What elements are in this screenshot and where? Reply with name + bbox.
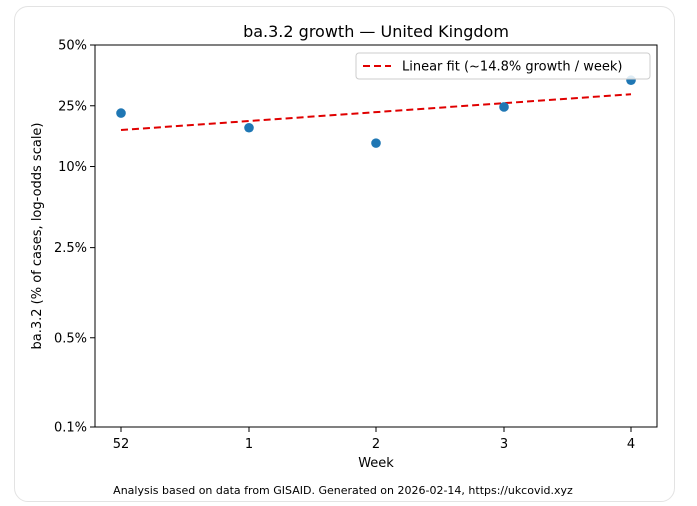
- y-tick-label: 50%: [58, 39, 87, 54]
- data-point: [371, 138, 381, 148]
- y-tick-label: 2.5%: [54, 241, 87, 256]
- plot-frame: [94, 44, 658, 428]
- y-tick-label: 0.1%: [54, 421, 87, 436]
- y-axis: 0.1% 0.5% 2.5% 10% 25% 50%: [54, 39, 95, 436]
- legend-fit-label: Linear fit (~14.8% growth / week): [402, 60, 622, 75]
- x-tick-label: 52: [113, 437, 130, 452]
- x-axis-label: Week: [358, 456, 394, 471]
- figure-card: [14, 6, 675, 502]
- x-tick-label: 1: [245, 437, 253, 452]
- fit-series: [120, 93, 632, 131]
- data-point: [499, 102, 509, 112]
- y-axis-label: ba.3.2 (% of cases, log-odds scale): [30, 123, 45, 350]
- y-tick-label: 25%: [58, 99, 87, 114]
- chart-title: ba.3.2 growth — United Kingdom: [243, 22, 509, 41]
- y-tick-label: 10%: [58, 160, 87, 175]
- x-tick-label: 3: [500, 437, 508, 452]
- legend-box: [355, 52, 651, 80]
- legend: Linear fit (~14.8% growth / week): [355, 52, 651, 80]
- y-tick-label: 0.5%: [54, 331, 87, 346]
- data-point: [244, 122, 254, 133]
- x-tick-label: 4: [627, 437, 635, 452]
- x-axis: 52 1 2 3 4: [113, 427, 635, 452]
- x-tick-label: 2: [372, 437, 380, 452]
- fit-line: [120, 93, 632, 131]
- data-point: [116, 108, 126, 118]
- plot-area: [94, 44, 658, 428]
- footer-note: Analysis based on data from GISAID. Gene…: [113, 484, 573, 497]
